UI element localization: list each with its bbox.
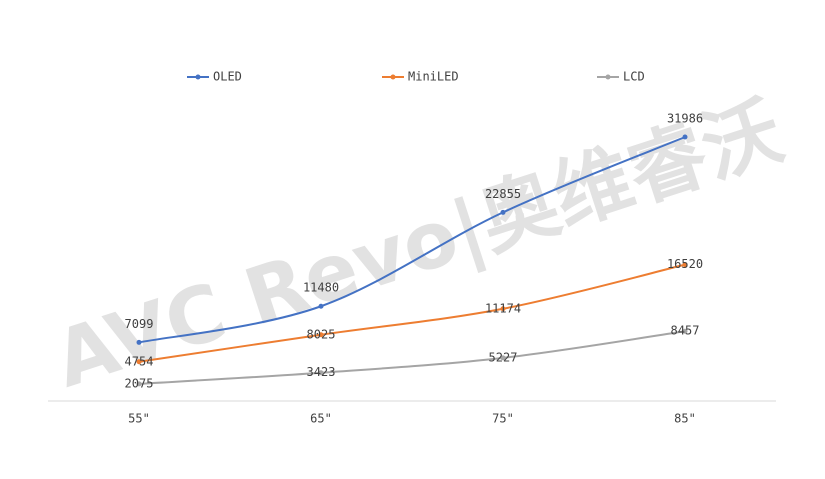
data-label: 8457 bbox=[671, 324, 700, 338]
point bbox=[136, 359, 142, 365]
legend-marker bbox=[195, 74, 201, 80]
x-tick-label: 55" bbox=[128, 412, 150, 426]
legend-label: MiniLED bbox=[408, 70, 459, 84]
point bbox=[500, 306, 506, 312]
point bbox=[318, 370, 324, 376]
data-label: 16520 bbox=[667, 257, 703, 271]
data-label: 11174 bbox=[485, 301, 521, 315]
watermark: AVC Revo|奥维睿沃 bbox=[44, 86, 792, 406]
data-label: 7099 bbox=[125, 317, 154, 331]
series-line bbox=[138, 263, 686, 363]
data-label: 31986 bbox=[667, 112, 703, 126]
point bbox=[136, 381, 142, 387]
data-label: 22855 bbox=[485, 187, 521, 201]
legend-label: OLED bbox=[213, 70, 242, 84]
legend-marker bbox=[605, 74, 611, 80]
x-tick-label: 85" bbox=[674, 412, 696, 426]
series-line bbox=[138, 136, 686, 344]
series-line bbox=[138, 330, 686, 385]
point bbox=[318, 332, 324, 338]
legend-marker bbox=[390, 74, 396, 80]
point bbox=[682, 134, 688, 140]
point bbox=[500, 209, 506, 215]
point bbox=[500, 355, 506, 361]
data-label: 4754 bbox=[125, 354, 154, 368]
x-tick-label: 65" bbox=[310, 412, 332, 426]
legend-label: LCD bbox=[623, 70, 645, 84]
point bbox=[136, 339, 142, 345]
point bbox=[682, 328, 688, 334]
data-label: 5227 bbox=[489, 350, 518, 364]
data-label: 2075 bbox=[125, 376, 154, 390]
point bbox=[682, 262, 688, 268]
data-label: 3423 bbox=[307, 365, 336, 379]
data-label: 8025 bbox=[307, 327, 336, 341]
point bbox=[318, 303, 324, 309]
x-tick-label: 75" bbox=[492, 412, 514, 426]
data-label: 11480 bbox=[303, 281, 339, 295]
